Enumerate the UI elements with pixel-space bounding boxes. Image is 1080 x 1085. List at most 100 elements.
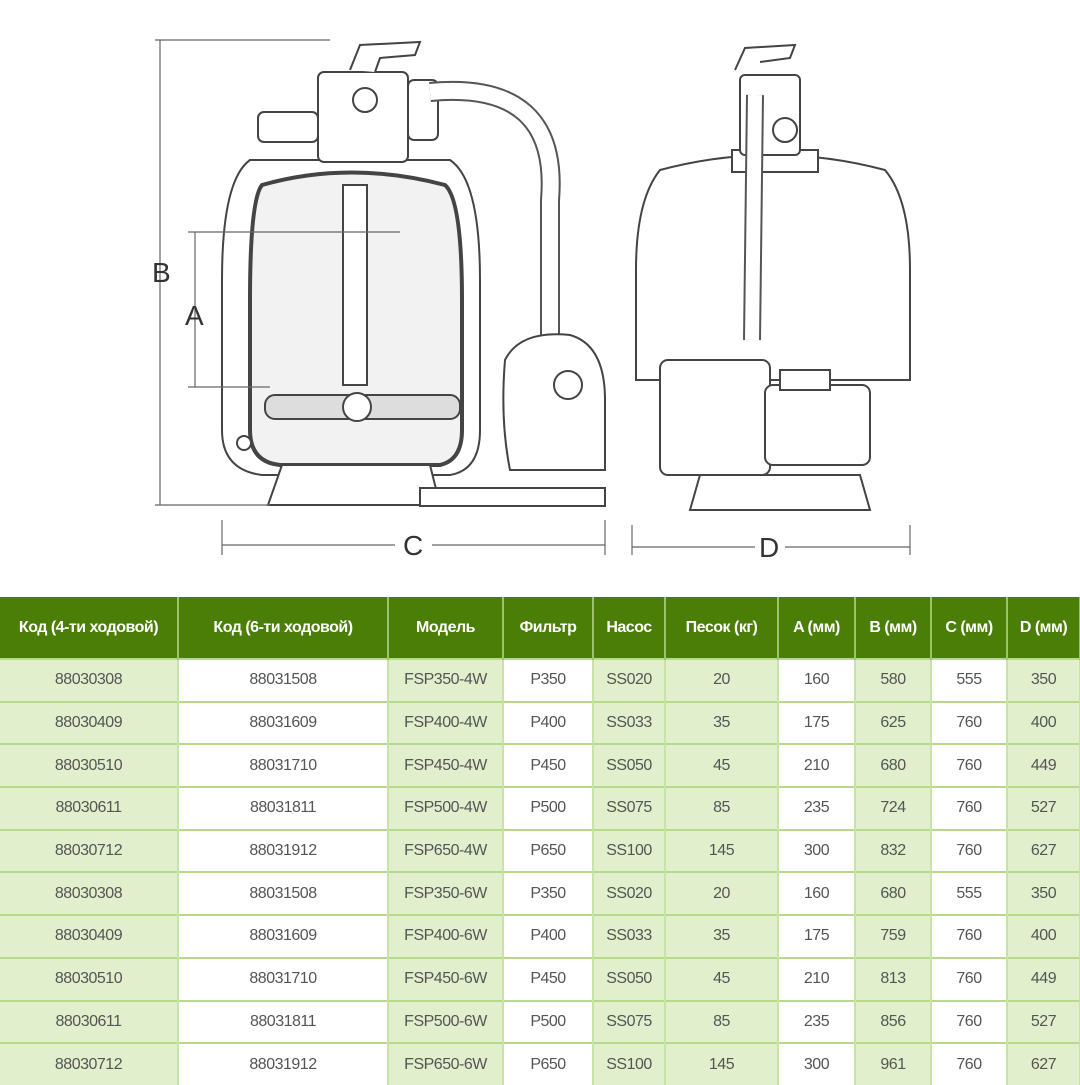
table-row: 88030611 88031811 FSP500-4W P500 SS075 85 235 7… xyxy=(0,786,1080,830)
table-cell: 760 xyxy=(931,956,1008,1001)
dim-label-c: C xyxy=(403,530,423,561)
table-cell: P450 xyxy=(503,743,594,788)
table-cell: SS020 xyxy=(593,871,666,916)
front-view xyxy=(221,40,606,507)
table-cell: 88030510 xyxy=(0,743,179,788)
table-cell: SS075 xyxy=(593,786,666,830)
table-cell: SS050 xyxy=(593,743,666,788)
table-cell: P400 xyxy=(503,914,594,958)
table-cell: SS075 xyxy=(593,999,666,1044)
dim-label-b: B xyxy=(152,257,171,288)
table-cell: P500 xyxy=(503,786,594,830)
column-header: Фильтр xyxy=(503,597,594,659)
column-header: Код (6-ти ходовой) xyxy=(178,597,389,659)
table-cell: 961 xyxy=(855,1042,932,1085)
table-cell: 300 xyxy=(778,828,856,873)
table-cell: P650 xyxy=(503,1042,594,1085)
table-cell: 627 xyxy=(1007,1042,1080,1085)
table-cell: 175 xyxy=(778,700,856,745)
table-cell: P350 xyxy=(503,658,594,702)
table-cell: 88031710 xyxy=(178,956,389,1001)
table-cell: 88031811 xyxy=(178,999,389,1044)
dim-label-a: A xyxy=(185,300,204,331)
table-cell: SS100 xyxy=(593,1042,666,1085)
table-cell: 300 xyxy=(778,1042,856,1085)
dimension-lines xyxy=(155,39,911,555)
table-cell: 210 xyxy=(778,956,856,1001)
column-header: Насос xyxy=(593,597,666,659)
table-row: 88030712 88031912 FSP650-4W P650 SS100 145 300… xyxy=(0,828,1080,873)
table-cell: SS033 xyxy=(593,914,666,958)
table-cell: P500 xyxy=(503,999,594,1044)
table-cell: FSP400-4W xyxy=(388,700,504,745)
column-header: D (мм) xyxy=(1007,597,1080,659)
table-header-row: Код (4-ти ходовой) Код (6-ти ходовой) Моде… xyxy=(0,597,1080,659)
table-row: 88030409 88031609 FSP400-4W P400 SS033 35 175 6… xyxy=(0,700,1080,745)
table-cell: 88031912 xyxy=(178,828,389,873)
table-row: 88030308 88031508 FSP350-6W P350 SS020 20 160 6… xyxy=(0,871,1080,916)
table-cell: SS033 xyxy=(593,700,666,745)
table-row: 88030712 88031912 FSP650-6W P650 SS100 145 300… xyxy=(0,1042,1080,1085)
table-cell: 527 xyxy=(1007,999,1080,1044)
table-cell: 160 xyxy=(778,871,856,916)
table-row: 88030308 88031508 FSP350-4W P350 SS020 20 160 5… xyxy=(0,658,1080,702)
table-cell: 88031912 xyxy=(178,1042,389,1085)
table-cell: 449 xyxy=(1007,743,1080,788)
table-cell: FSP650-6W xyxy=(388,1042,504,1085)
column-header: A (мм) xyxy=(778,597,856,659)
table-cell: 350 xyxy=(1007,871,1080,916)
table-cell: 45 xyxy=(665,956,779,1001)
table-cell: FSP500-4W xyxy=(388,786,504,830)
table-cell: 760 xyxy=(931,743,1008,788)
table-cell: SS050 xyxy=(593,956,666,1001)
table-cell: SS020 xyxy=(593,658,666,702)
table-cell: 625 xyxy=(855,700,932,745)
table-cell: P450 xyxy=(503,956,594,1001)
table-cell: 88031508 xyxy=(178,658,389,702)
filter-unit-diagram: B A C D xyxy=(152,39,911,563)
table-cell: 235 xyxy=(778,786,856,830)
table-cell: P400 xyxy=(503,700,594,745)
table-cell: 88031811 xyxy=(178,786,389,830)
table-row: 88030409 88031609 FSP400-6W P400 SS033 35 175 7… xyxy=(0,914,1080,958)
table-cell: 627 xyxy=(1007,828,1080,873)
table-cell: FSP450-6W xyxy=(388,956,504,1001)
table-cell: 555 xyxy=(931,871,1008,916)
table-cell: 88031609 xyxy=(178,914,389,958)
table-cell: FSP400-6W xyxy=(388,914,504,958)
table-cell: 760 xyxy=(931,1042,1008,1085)
column-header: C (мм) xyxy=(931,597,1008,659)
table-cell: 88031609 xyxy=(178,700,389,745)
table-cell: 88030611 xyxy=(0,786,179,830)
table-cell: 759 xyxy=(855,914,932,958)
table-cell: 350 xyxy=(1007,658,1080,702)
table-cell: 88031508 xyxy=(178,871,389,916)
table-cell: FSP350-6W xyxy=(388,871,504,916)
table-cell: P350 xyxy=(503,871,594,916)
table-cell: 85 xyxy=(665,999,779,1044)
table-cell: 35 xyxy=(665,700,779,745)
table-cell: 20 xyxy=(665,871,779,916)
table-cell: P650 xyxy=(503,828,594,873)
table-cell: 88031710 xyxy=(178,743,389,788)
table-cell: 145 xyxy=(665,1042,779,1085)
column-header: Песок (кг) xyxy=(665,597,779,659)
table-cell: 856 xyxy=(855,999,932,1044)
table-cell: 88030712 xyxy=(0,1042,179,1085)
table-cell: 88030712 xyxy=(0,828,179,873)
table-cell: 680 xyxy=(855,871,932,916)
table-cell: 45 xyxy=(665,743,779,788)
table-cell: 400 xyxy=(1007,700,1080,745)
table-cell: 88030611 xyxy=(0,999,179,1044)
column-header: Код (4-ти ходовой) xyxy=(0,597,179,659)
table-cell: 832 xyxy=(855,828,932,873)
table-cell: 145 xyxy=(665,828,779,873)
table-cell: 88030308 xyxy=(0,658,179,702)
table-cell: 449 xyxy=(1007,956,1080,1001)
table-cell: SS100 xyxy=(593,828,666,873)
table-cell: 760 xyxy=(931,999,1008,1044)
column-header: B (мм) xyxy=(855,597,932,659)
table-cell: 88030409 xyxy=(0,700,179,745)
table-cell: 235 xyxy=(778,999,856,1044)
table-cell: 527 xyxy=(1007,786,1080,830)
